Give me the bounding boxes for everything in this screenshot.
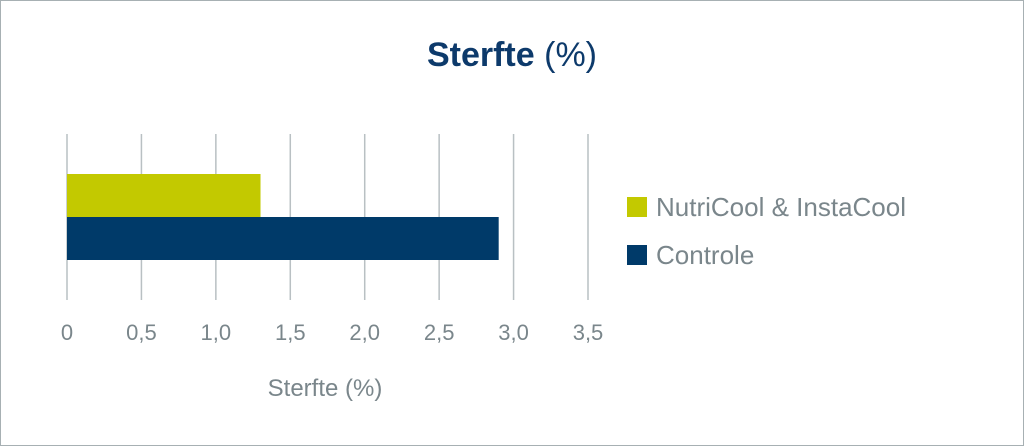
x-tick-label: 1,0 xyxy=(201,320,232,345)
x-tick-label: 3,0 xyxy=(498,320,529,345)
legend-label-nutricool: NutriCool & InstaCool xyxy=(656,191,906,222)
x-tick-label: 0,5 xyxy=(126,320,157,345)
x-tick-label: 2,5 xyxy=(424,320,455,345)
x-tick-label: 1,5 xyxy=(275,320,306,345)
bar-controle xyxy=(67,217,499,260)
x-tick-label: 3,5 xyxy=(573,320,604,345)
bar-nutricool xyxy=(67,174,261,217)
legend-swatch-controle xyxy=(627,245,647,265)
legend-label-controle: Controle xyxy=(656,239,755,270)
chart-title: Sterfte (%) xyxy=(0,36,1024,75)
x-tick-label: 0 xyxy=(61,320,73,345)
legend: NutriCool & InstaCool Controle xyxy=(627,192,906,288)
legend-swatch-nutricool xyxy=(627,197,647,217)
x-tick-label: 2,0 xyxy=(349,320,380,345)
chart-title-text: Sterfte xyxy=(426,36,535,74)
bars xyxy=(67,174,499,260)
legend-item-nutricool: NutriCool & InstaCool xyxy=(627,192,906,222)
chart-title-unit: (%) xyxy=(544,36,598,74)
x-axis-title: Sterfte (%) xyxy=(268,375,383,402)
x-tick-labels: 0 0,5 1,0 1,5 2,0 2,5 3,0 3,5 xyxy=(61,320,603,345)
legend-item-controle: Controle xyxy=(627,240,906,270)
